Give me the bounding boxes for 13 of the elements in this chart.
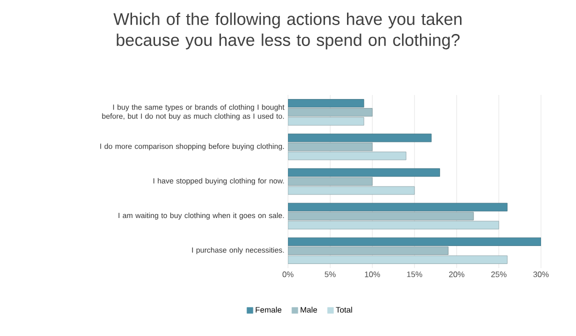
bar [288, 108, 373, 117]
bar [288, 142, 373, 152]
bar [288, 134, 432, 142]
chart-title: Which of the following actions have you taken because you have less to spend on clothing? [113, 12, 462, 50]
bar [288, 212, 474, 220]
bar [288, 220, 500, 230]
bar [288, 256, 508, 264]
bar [288, 202, 508, 212]
bar [288, 238, 542, 246]
bar [288, 246, 448, 255]
bar [288, 99, 364, 108]
bar [288, 117, 364, 126]
bar [288, 152, 406, 160]
